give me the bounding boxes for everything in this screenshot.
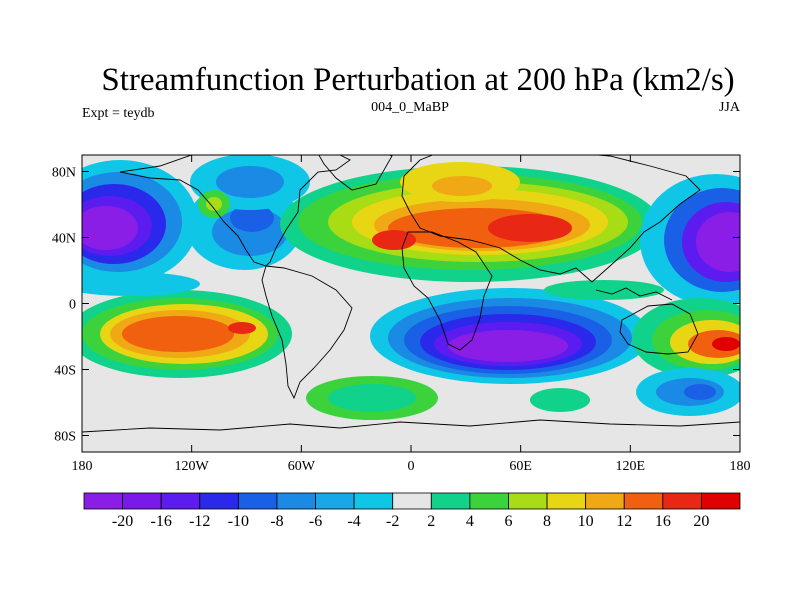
- x-tick-label: 180: [72, 459, 93, 474]
- north-america-trough: [186, 155, 310, 270]
- southern-indian-low: [370, 288, 650, 384]
- colorbar-box: [392, 492, 432, 510]
- colorbar-box: [315, 492, 355, 510]
- southern-ocean-features: [306, 368, 740, 420]
- colorbar-box: [83, 492, 123, 510]
- x-tick-label: 180: [730, 459, 751, 474]
- experiment-label: Expt = teydb: [82, 106, 154, 121]
- x-tick-label: 120W: [175, 459, 210, 474]
- y-tick-label: 80N: [52, 166, 76, 181]
- indonesia-outline: [595, 287, 673, 301]
- australia-outline: [619, 303, 699, 355]
- south-pacific-high: [82, 290, 292, 378]
- colorbar-label: -2: [386, 513, 399, 530]
- colorbar-label: -16: [151, 513, 172, 530]
- colorbar-label: -10: [228, 513, 249, 530]
- map-panel: [81, 154, 741, 453]
- case-label: 004_0_MaBP: [371, 100, 449, 115]
- colorbar-box: [122, 492, 162, 510]
- colorbar-box: [662, 492, 702, 510]
- africa-outline: [401, 231, 493, 351]
- colorbar-label: -8: [270, 513, 283, 530]
- colorbar-box: [623, 492, 664, 510]
- y-axis: 80N 40N 0 40S 80S: [52, 166, 740, 445]
- colorbar-box: [585, 492, 625, 510]
- season-label: JJA: [719, 100, 741, 115]
- colorbar-label: 2: [427, 513, 435, 530]
- equatorial-bands: [82, 272, 664, 300]
- colorbar-box: [508, 492, 548, 510]
- y-tick-label: 0: [69, 298, 76, 313]
- eurasia-high: [280, 162, 660, 282]
- colorbar-box: [353, 492, 394, 510]
- x-tick-label: 60E: [509, 459, 532, 474]
- colorbar-label: -6: [309, 513, 322, 530]
- y-tick-label: 40S: [54, 364, 76, 379]
- colorbar-box: [430, 492, 471, 510]
- colorbar-box: [276, 492, 316, 510]
- colorbar-box: [160, 492, 201, 510]
- colorbar-label: 16: [655, 513, 671, 530]
- x-tick-label: 120E: [616, 459, 646, 474]
- continent-outlines: [82, 155, 740, 433]
- west-pacific-low: [640, 174, 740, 306]
- x-axis: 180 120W 60W 0 60E 120E 180: [72, 155, 751, 474]
- antarctica-outline: [82, 419, 740, 433]
- colorbar-box: [237, 492, 278, 510]
- north-america-outline: [119, 155, 351, 267]
- europe-asia-outline: [401, 155, 701, 283]
- north-pacific-low: [82, 160, 198, 284]
- colorbar-label: 4: [466, 513, 474, 530]
- colorbar-box: [469, 492, 509, 510]
- y-tick-label: 80S: [54, 430, 76, 445]
- colorbar-box: [199, 492, 239, 510]
- colorbar-label: 6: [504, 513, 512, 530]
- x-tick-label: 60W: [288, 459, 316, 474]
- colorbar-label: 20: [693, 513, 709, 530]
- colorbar-label: 10: [578, 513, 594, 530]
- colorbar-label: -4: [347, 513, 360, 530]
- greenland-outline: [318, 155, 393, 191]
- x-tick-label: 0: [408, 459, 415, 474]
- colorbar-label: 8: [543, 513, 551, 530]
- y-tick-label: 40N: [52, 232, 76, 247]
- colorbar: -20 -16 -12 -10 -8 -6 -4 -2 2 4 6 8 10 12 16 20: [83, 492, 741, 530]
- australia-high: [632, 298, 740, 378]
- colorbar-box: [701, 492, 741, 510]
- colorbar-label: -12: [189, 513, 210, 530]
- chart-title: Streamfunction Perturbation at 200 hPa (…: [101, 62, 734, 98]
- colorbar-box: [546, 492, 587, 510]
- colorbar-label: 12: [616, 513, 632, 530]
- south-america-outline: [261, 265, 353, 400]
- contour-field: [82, 155, 740, 420]
- colorbar-label: -20: [112, 513, 133, 530]
